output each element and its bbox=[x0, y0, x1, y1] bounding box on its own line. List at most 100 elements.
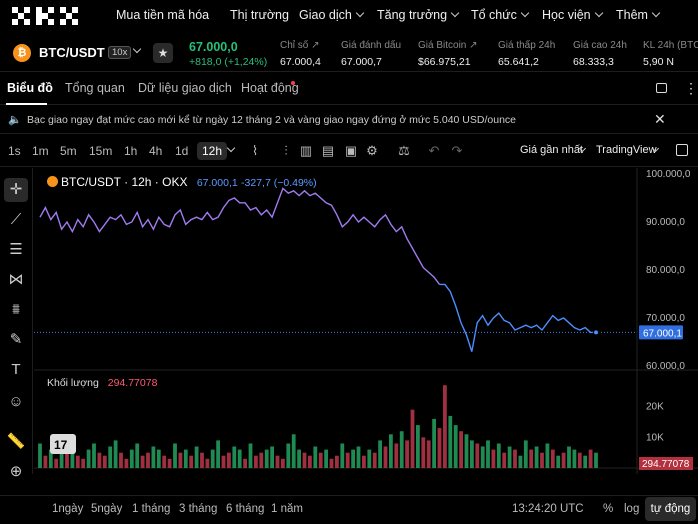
view-select[interactable]: TradingView bbox=[596, 144, 657, 156]
range-5d[interactable]: 5ngày bbox=[91, 503, 123, 515]
timeframe-1m[interactable]: 1m bbox=[32, 144, 49, 158]
percent-scale-button[interactable]: % bbox=[603, 503, 614, 515]
range-6m[interactable]: 6 tháng bbox=[226, 503, 265, 515]
timeframe-15m[interactable]: 15m bbox=[89, 144, 113, 158]
more-icon[interactable]: ⋮ bbox=[684, 80, 698, 96]
nav-more[interactable]: Thêm bbox=[616, 8, 661, 22]
volume-value-tag-label: 294.77078 bbox=[642, 459, 690, 470]
layout-icon[interactable] bbox=[656, 83, 667, 93]
volume-bar bbox=[464, 434, 469, 468]
nav-buy-crypto[interactable]: Mua tiền mã hóa bbox=[116, 8, 210, 22]
alert-icon[interactable]: ▣ bbox=[344, 143, 358, 158]
horizontal-lines-icon[interactable]: ☰ bbox=[9, 241, 23, 258]
emoji-icon[interactable]: ☺ bbox=[8, 393, 24, 410]
volume-bar bbox=[437, 428, 442, 468]
ticker-bar bbox=[0, 32, 698, 72]
pattern-icon[interactable]: ⋈ bbox=[8, 271, 24, 288]
volume-bar bbox=[453, 425, 458, 468]
price-chart[interactable]: 100.000,0 90.000,0 80.000,0 70.000,0 60.000,… bbox=[34, 168, 698, 474]
stat-bitcoin-price-label[interactable]: Giá Bitcoin ↗ bbox=[418, 40, 478, 51]
indicators-icon[interactable]: ⫶ bbox=[284, 143, 288, 158]
volume-bar bbox=[513, 449, 517, 468]
fib-icon[interactable]: ⩩ bbox=[11, 301, 20, 318]
volume-bar bbox=[270, 446, 274, 468]
log-scale-button[interactable]: log bbox=[624, 503, 640, 515]
tab-activity[interactable]: Hoạt động bbox=[241, 81, 299, 95]
timeframe-5m[interactable]: 5m bbox=[60, 144, 77, 158]
nav-institutional[interactable]: Tổ chức bbox=[471, 8, 530, 22]
volume-bar bbox=[567, 446, 571, 468]
volume-bar bbox=[318, 452, 323, 468]
tab-overview[interactable]: Tổng quan bbox=[65, 81, 125, 95]
volume-bar bbox=[38, 443, 42, 468]
legend-last-value: 67.000,1 bbox=[196, 177, 238, 189]
redo-icon[interactable]: ↷ bbox=[451, 143, 463, 158]
volume-bar bbox=[216, 440, 220, 468]
price-change: +818,0 (+1,24%) bbox=[189, 56, 268, 68]
nav-markets[interactable]: Thị trường bbox=[230, 8, 289, 22]
line-chart-icon[interactable]: ⌇ bbox=[251, 143, 259, 158]
compare-icon[interactable]: ⚖ bbox=[398, 143, 410, 158]
volume-legend: Khối lượng 294.77078 bbox=[47, 377, 157, 389]
range-3m[interactable]: 3 tháng bbox=[179, 503, 218, 515]
timeframe-1d[interactable]: 1d bbox=[175, 144, 189, 158]
volume-bar bbox=[124, 458, 129, 468]
pair-selector[interactable]: BTC/USDT bbox=[39, 45, 105, 60]
announcement-text[interactable]: Bạc giao ngay đạt mức cao mới kể từ ngày… bbox=[27, 114, 516, 126]
volume-bar bbox=[200, 452, 204, 468]
volume-bar bbox=[243, 458, 247, 468]
volume-bar bbox=[189, 455, 194, 468]
close-icon[interactable]: ✕ bbox=[654, 111, 666, 127]
range-1d[interactable]: 1ngày bbox=[52, 503, 84, 515]
timeframe-1h[interactable]: 1h bbox=[124, 144, 138, 158]
volume-bar bbox=[432, 418, 436, 468]
zoom-in-icon[interactable]: ⊕ bbox=[9, 463, 23, 480]
stat-index-label[interactable]: Chỉ số ↗ bbox=[280, 40, 320, 51]
tab-chart[interactable]: Biểu đồ bbox=[7, 81, 53, 95]
price-type-select[interactable]: Giá gần nhất bbox=[520, 144, 583, 156]
range-1m[interactable]: 1 tháng bbox=[132, 503, 171, 515]
volume-bar bbox=[264, 449, 269, 468]
volume-bar bbox=[43, 455, 48, 468]
volume-bar bbox=[254, 455, 258, 468]
stat-volume-24h-value: 5,90 N bbox=[643, 56, 674, 68]
volume-bar bbox=[378, 440, 382, 468]
volume-tick-label: 10K bbox=[646, 432, 664, 443]
favorite-star-button[interactable]: ★ bbox=[153, 43, 173, 63]
volume-bar bbox=[286, 443, 291, 468]
volume-bar bbox=[518, 455, 523, 468]
volume-bar bbox=[577, 452, 582, 468]
volume-bar bbox=[86, 449, 91, 468]
brush-icon[interactable]: ✎ bbox=[9, 331, 23, 348]
volume-bar bbox=[140, 455, 145, 468]
crosshair-icon[interactable]: ✛ bbox=[4, 178, 28, 202]
candles-icon[interactable]: ▥ bbox=[299, 143, 313, 158]
volume-bar bbox=[405, 440, 409, 468]
ruler-icon[interactable]: 📏 bbox=[6, 433, 26, 450]
range-1y[interactable]: 1 năm bbox=[271, 503, 303, 515]
tradingview-logo bbox=[50, 434, 76, 454]
undo-icon[interactable]: ↶ bbox=[428, 143, 440, 158]
okx-logo[interactable] bbox=[12, 7, 78, 25]
trendline-icon[interactable]: ⟋ bbox=[10, 211, 22, 228]
timeframe-1s[interactable]: 1s bbox=[8, 144, 21, 158]
template-icon[interactable]: ▤ bbox=[321, 143, 335, 158]
settings-icon[interactable]: ⚙ bbox=[366, 143, 378, 158]
volume-bar bbox=[399, 431, 404, 468]
text-icon[interactable]: T bbox=[11, 361, 21, 378]
tab-trading-data[interactable]: Dữ liệu giao dịch bbox=[138, 81, 232, 95]
volume-bar bbox=[151, 446, 156, 468]
volume-bar bbox=[81, 458, 86, 468]
volume-bar bbox=[162, 455, 167, 468]
volume-bar bbox=[75, 455, 80, 468]
y-tick-label: 70.000,0 bbox=[646, 313, 685, 324]
auto-scale-button[interactable]: tự động bbox=[645, 497, 696, 521]
nav-academy[interactable]: Học viện bbox=[542, 8, 603, 22]
timeframe-12h[interactable]: 12h bbox=[197, 142, 228, 160]
nav-growth[interactable]: Tăng trưởng bbox=[377, 8, 460, 22]
volume-bar bbox=[173, 443, 177, 468]
fullscreen-icon[interactable] bbox=[676, 144, 688, 156]
volume-bar bbox=[291, 434, 296, 468]
nav-trade[interactable]: Giao dịch bbox=[299, 8, 365, 22]
timeframe-4h[interactable]: 4h bbox=[149, 144, 163, 158]
